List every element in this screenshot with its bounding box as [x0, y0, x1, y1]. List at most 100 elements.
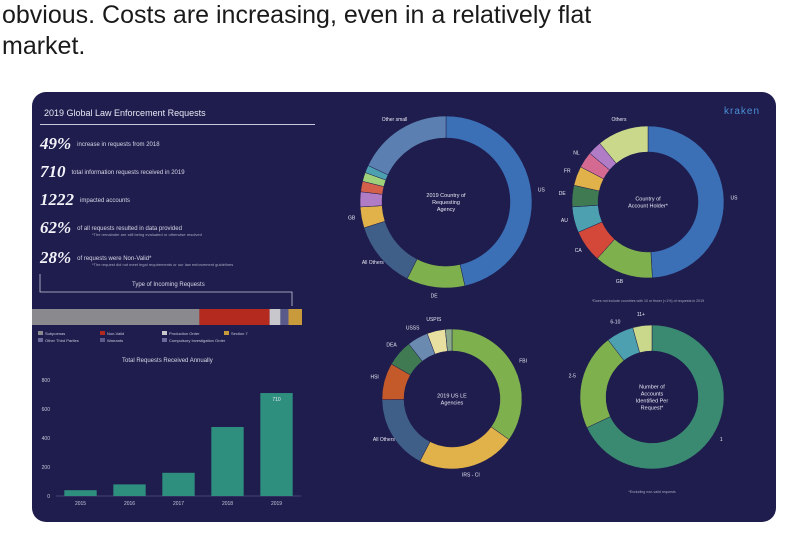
donut-3-footnote: *Excluding non-valid requests	[628, 490, 676, 494]
donut-1-slice-label-5: FR	[564, 168, 571, 174]
incoming-type-label: Type of Incoming Requests	[132, 282, 205, 288]
donut-0-slice-label-8: Other small	[382, 117, 408, 123]
stat-data-provided: 62% of all requests resulted in data prov…	[40, 218, 202, 240]
donut-1-title-line-1: Account Holder*	[628, 204, 669, 210]
legend-swatch-5	[100, 338, 105, 342]
donut-3-title-line-0: Number of	[639, 385, 665, 391]
donut-3-slice-label-2: 6-10	[610, 320, 620, 326]
stat-accounts: 1222 impacted accounts	[40, 190, 130, 212]
stat-desc: of requests were Non-Valid*	[77, 256, 152, 262]
legend-swatch-2	[162, 331, 167, 335]
stacked-bar-segment-1	[199, 309, 270, 325]
y-tick-label-0: 0	[47, 494, 50, 500]
intro-text: obvious. Costs are increasing, even in a…	[2, 0, 782, 62]
donut-3-slice-label-3: 11+	[637, 312, 645, 318]
annual-label: Total Requests Received Annually	[122, 358, 213, 364]
y-tick-label-1: 200	[42, 465, 51, 471]
intro-line-1: obvious. Costs are increasing, even in a…	[2, 1, 592, 29]
donut-0-slice-label-1: DE	[431, 293, 439, 299]
donut-2-slice-label-4: DEA	[386, 343, 397, 349]
legend-swatch-4	[38, 338, 43, 342]
bar-2017	[162, 472, 195, 496]
legend-label-3: Section 7	[231, 331, 248, 336]
donut-2-slice-label-2: All Others	[373, 437, 395, 443]
donut-0-slice-8	[367, 115, 447, 176]
stat-note: *The request did not meet legal requirem…	[92, 262, 234, 267]
donut-2-slice-2	[381, 399, 431, 462]
stat-note: *The remainder are still being evaluated…	[92, 232, 202, 237]
intro-line-2: market.	[2, 32, 86, 60]
legend-label-4: Other Third Parties	[45, 338, 79, 343]
donut-3-title-line-1: Accounts	[641, 392, 664, 398]
donut-1-slice-label-3: AU	[561, 218, 568, 224]
x-tick-label-1: 2016	[124, 501, 135, 507]
donut-1-slice-label-1: GB	[616, 279, 624, 285]
donut-1-slice-8	[599, 125, 649, 164]
legend-label-2: Production Order	[169, 331, 200, 336]
connector-line	[39, 274, 293, 306]
stat-increase: 49% increase in requests from 2018	[40, 134, 160, 156]
donut-3-title-line-2: Identified Per	[636, 399, 669, 405]
x-tick-label-2: 2017	[173, 501, 184, 507]
y-tick-label-2: 400	[42, 436, 51, 442]
stat-value: 62%	[40, 218, 72, 237]
donut-2-title-line-0: 2019 US LE	[437, 394, 467, 400]
donut-1-slice-label-0: US	[730, 196, 738, 202]
stat-desc: increase in requests from 2018	[77, 142, 160, 148]
y-tick-label-3: 600	[42, 407, 51, 413]
donut-0-title-line-0: 2019 Country of	[426, 193, 466, 199]
donut-0-slice-label-0: US	[538, 187, 546, 193]
legend-label-5: Warrants	[107, 338, 123, 343]
donut-1-footnote: *Does not include countries with 10 or f…	[592, 299, 704, 303]
donut-3-slice-label-1: 2-5	[569, 374, 576, 380]
legend-swatch-3	[224, 331, 229, 335]
donut-1-slice-label-6: NL	[573, 150, 580, 156]
legend-swatch-1	[100, 331, 105, 335]
donut-2-slice-1	[419, 426, 510, 470]
donut-2-slice-7	[445, 328, 453, 352]
donut-0-slice-0	[445, 115, 533, 287]
donut-2-slice-label-3: HSI	[370, 375, 378, 381]
donut-3-slice-1	[579, 339, 625, 429]
data-label-4: 710	[272, 397, 281, 403]
stat-value: 49%	[40, 134, 72, 153]
stat-desc: of all requests resulted in data provide…	[77, 226, 182, 232]
donut-3-slice-label-0: 1	[720, 437, 723, 443]
bar-2019	[260, 393, 293, 496]
donut-3-slice-3	[632, 324, 653, 353]
legend-swatch-6	[162, 338, 167, 342]
donut-1-slice-0	[647, 125, 725, 279]
donut-2-slice-0	[451, 328, 523, 440]
brand-logo: kraken	[723, 106, 760, 117]
x-tick-label-0: 2015	[75, 501, 86, 507]
donut-3-title-line-3: Request*	[641, 406, 664, 412]
donut-2-slice-label-1: IRS - CI	[462, 473, 480, 479]
bar-2015	[64, 490, 97, 496]
title-divider	[40, 124, 315, 125]
stat-desc: impacted accounts	[80, 198, 131, 204]
stat-value: 1222	[40, 190, 74, 209]
stat-value: 28%	[40, 248, 72, 267]
legend-label-6: Compulsory Investigation Order	[169, 338, 226, 343]
donut-1-slice-label-8: Others	[611, 117, 627, 123]
donut-0-slice-2	[363, 220, 418, 280]
donut-2-slice-label-0: FBI	[519, 358, 527, 364]
chart-canvas: Subpoenas Non-Valid Production Order Sectio…	[32, 115, 738, 507]
stat-non-valid: 28% of requests were Non-Valid* *The requ…	[40, 248, 233, 270]
donut-2-slice-label-6: USPIS	[426, 317, 442, 323]
stacked-bar-segment-4	[288, 309, 302, 325]
stat-total: 710 total information requests received i…	[40, 162, 185, 184]
bar-2016	[113, 484, 146, 496]
stacked-bar-segment-0	[32, 309, 200, 325]
donut-0-title-line-2: Agency	[437, 207, 456, 213]
stacked-bar-segment-2	[269, 309, 281, 325]
donut-1-slice-label-2: CA	[575, 248, 583, 254]
legend-swatch-0	[38, 331, 43, 335]
stacked-bar-segment-3	[280, 309, 289, 325]
x-tick-label-3: 2018	[222, 501, 233, 507]
stat-value: 710	[40, 162, 66, 181]
y-tick-label-4: 800	[42, 378, 51, 384]
donut-0-title-line-1: Requesting	[432, 200, 460, 206]
donut-1-title-line-0: Country of	[635, 197, 661, 203]
donut-1-slice-label-4: DE	[559, 191, 567, 197]
